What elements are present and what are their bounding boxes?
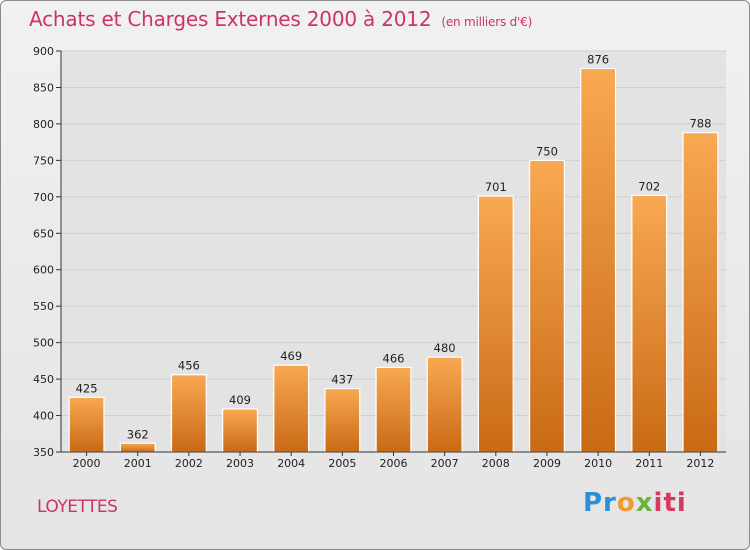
chart-title-text: Achats et Charges Externes 2000 à 2012 [29, 7, 432, 31]
logo-part-2: o [616, 488, 636, 518]
bar [426, 356, 463, 453]
chart-subtitle: (en milliers d'€) [441, 15, 533, 29]
bar-value-label: 409 [229, 393, 251, 407]
bar [477, 195, 514, 453]
x-tick-label: 2006 [380, 457, 408, 470]
bar [580, 67, 617, 453]
x-tick-label: 2000 [73, 457, 101, 470]
y-tick-label: 800 [33, 118, 54, 131]
bar [375, 366, 412, 453]
bar [273, 364, 310, 453]
bar-value-label: 469 [280, 349, 302, 363]
bar [324, 387, 361, 453]
logo-part-1: Pr [583, 488, 617, 518]
y-tick-label: 500 [33, 337, 54, 350]
x-tick-label: 2008 [482, 457, 510, 470]
bar [222, 408, 259, 453]
bar [528, 159, 565, 453]
x-tick-label: 2009 [533, 457, 561, 470]
y-tick-label: 350 [33, 446, 54, 459]
y-tick-label: 600 [33, 264, 54, 277]
x-tick-label: 2003 [226, 457, 254, 470]
bar-value-label: 750 [536, 144, 558, 158]
bar-value-label: 702 [638, 179, 660, 193]
logo-part-3: x [635, 488, 654, 518]
bar-value-label: 437 [331, 373, 353, 387]
bar [68, 396, 105, 453]
x-tick-label: 2011 [635, 457, 663, 470]
bar [170, 374, 207, 453]
y-tick-label: 650 [33, 227, 54, 240]
x-tick-label: 2010 [584, 457, 612, 470]
logo-part-4: iti [653, 488, 687, 518]
bar [682, 132, 719, 453]
proxiti-logo: Proxiti [583, 488, 687, 518]
x-tick-label: 2007 [431, 457, 459, 470]
bar [119, 442, 156, 453]
bar-value-label: 456 [178, 359, 200, 373]
bar [631, 194, 668, 453]
bar-value-label: 466 [383, 351, 405, 365]
y-tick-label: 750 [33, 154, 54, 167]
bar-value-label: 425 [76, 381, 98, 395]
y-tick-label: 700 [33, 191, 54, 204]
x-tick-label: 2005 [328, 457, 356, 470]
x-tick-label: 2012 [686, 457, 714, 470]
y-tick-label: 850 [33, 81, 54, 94]
x-tick-label: 2004 [277, 457, 305, 470]
y-tick-label: 400 [33, 410, 54, 423]
x-tick-label: 2002 [175, 457, 203, 470]
bar-value-label: 788 [689, 117, 711, 131]
y-tick-label: 900 [33, 45, 54, 58]
chart-title: Achats et Charges Externes 2000 à 2012 (e… [29, 7, 532, 31]
bar-value-label: 701 [485, 180, 507, 194]
y-tick-label: 450 [33, 373, 54, 386]
bar-value-label: 876 [587, 52, 609, 66]
bar-value-label: 480 [434, 341, 456, 355]
x-tick-label: 2001 [124, 457, 152, 470]
location-label: LOYETTES [37, 497, 118, 517]
y-tick-label: 550 [33, 300, 54, 313]
bar-value-label: 362 [127, 427, 149, 441]
